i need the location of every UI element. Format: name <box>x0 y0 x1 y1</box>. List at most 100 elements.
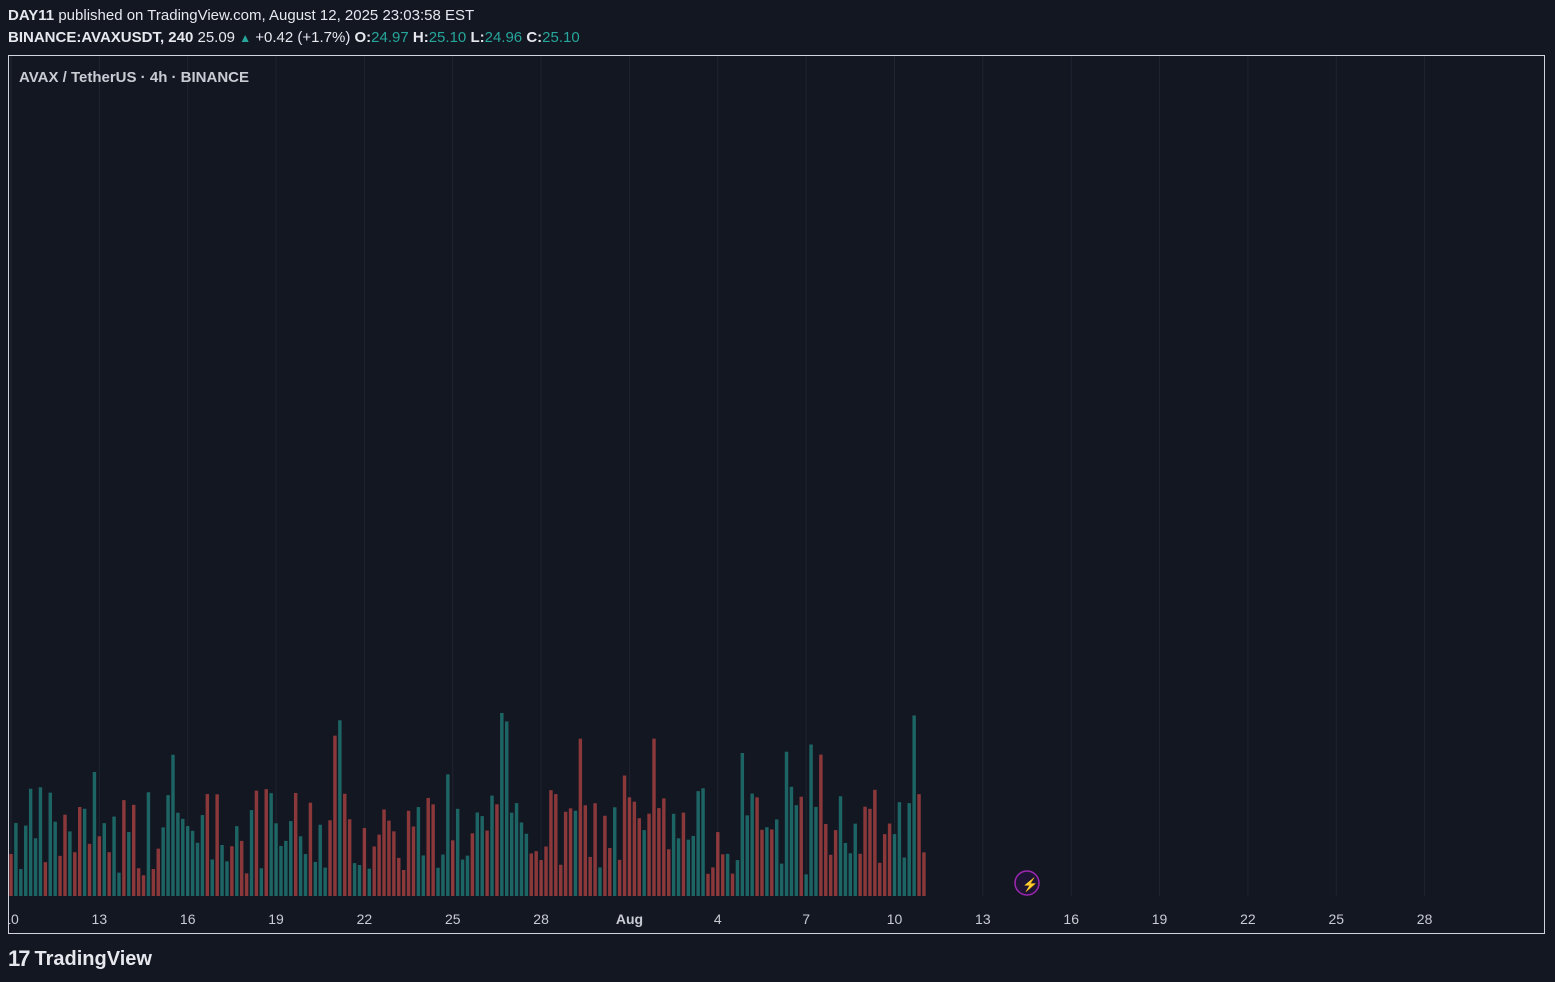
volume-bar <box>534 851 538 896</box>
volume-bar <box>328 820 332 896</box>
volume-bar <box>524 833 529 896</box>
volume-bar <box>377 834 381 896</box>
volume-bar <box>794 805 799 896</box>
volume-bar <box>406 810 411 896</box>
volume-bar <box>873 789 877 896</box>
volume-bar <box>298 836 303 896</box>
open-label: O: <box>354 29 372 46</box>
volume-bar <box>87 843 92 896</box>
volume-bar <box>58 855 62 896</box>
high-label: H: <box>412 29 429 46</box>
volume-bar <box>735 860 740 896</box>
volume-bar <box>828 854 833 896</box>
volume-bar <box>63 814 67 896</box>
volume-bar <box>239 840 244 896</box>
volume-bar <box>48 792 52 896</box>
volume-bar <box>588 856 592 896</box>
volume-bar <box>244 873 249 896</box>
volume-bar <box>200 815 205 896</box>
volume-bar <box>279 845 283 896</box>
volume-bar <box>784 751 789 896</box>
volume-bar <box>82 808 87 896</box>
volume-bar <box>117 872 121 896</box>
published-text: published on TradingView.com, August 12,… <box>58 7 475 24</box>
volume-bar <box>416 807 421 896</box>
volume-bar <box>716 832 720 896</box>
volume-bar <box>500 712 504 896</box>
volume-bar <box>902 857 907 896</box>
volume-bar <box>750 793 754 896</box>
x-tick-label: 28 <box>533 911 549 927</box>
volume-bar <box>760 829 764 896</box>
volume-bar <box>77 807 82 896</box>
x-tick-label: 4 <box>714 911 722 927</box>
volume-bar <box>730 873 735 896</box>
volume-bar <box>181 818 185 896</box>
volume-bar <box>73 852 77 896</box>
volume-bar <box>770 829 774 896</box>
volume-bar <box>347 819 352 896</box>
volume-bar <box>455 808 460 896</box>
volume-bar <box>696 791 700 896</box>
volume-bar <box>333 735 337 896</box>
volume-bar <box>269 793 273 896</box>
volume-bar <box>284 840 288 896</box>
volume-bar <box>563 811 568 896</box>
volume-bar <box>387 820 391 896</box>
volume-bar <box>583 805 587 896</box>
publisher-name[interactable]: DAY11 <box>8 7 55 24</box>
volume-bar <box>922 852 926 896</box>
x-tick-label: 13 <box>975 911 991 927</box>
volume-bar <box>740 752 745 896</box>
volume-bar <box>843 842 848 896</box>
tradingview-logo-icon[interactable]: 17 <box>8 946 31 971</box>
publish-info: DAY11 published on TradingView.com, Augu… <box>8 7 474 24</box>
volume-bar <box>853 823 857 896</box>
volume-bar <box>43 862 48 896</box>
volume-bar <box>863 806 867 896</box>
x-tick-label: 22 <box>1240 911 1256 927</box>
volume-bar <box>441 854 445 896</box>
volume-bar <box>225 861 229 896</box>
volume-bar <box>838 796 843 896</box>
volume-bar <box>539 860 543 896</box>
volume-bar <box>215 794 219 896</box>
volume-bar <box>205 794 210 896</box>
x-tick-label: 19 <box>1152 911 1168 927</box>
x-tick-label: Aug <box>616 911 643 927</box>
x-tick-label: 25 <box>1328 911 1344 927</box>
volume-bar <box>146 792 151 896</box>
lightning-icon[interactable] <box>1014 870 1040 896</box>
volume-bar <box>897 802 902 896</box>
volume-bar <box>622 775 627 896</box>
volume-bar <box>122 800 126 896</box>
volume-bar <box>647 813 651 896</box>
volume-bar <box>235 826 239 896</box>
volume-bar <box>127 832 131 896</box>
volume-bar <box>480 816 484 896</box>
volume-bar <box>868 808 872 896</box>
volume-bar <box>578 738 583 896</box>
volume-bar <box>711 867 715 896</box>
volume-bar <box>882 834 887 896</box>
volume-bar <box>662 798 666 896</box>
volume-bar <box>382 809 386 896</box>
brand-name[interactable]: TradingView <box>34 947 152 970</box>
volume-bar <box>156 848 160 896</box>
price-chart[interactable]: 30.0029.0028.0027.0026.0025.0024.0023.00… <box>9 56 1544 933</box>
volume-bar <box>892 834 897 896</box>
volume-bar <box>509 812 514 896</box>
chart-frame[interactable]: 30.0029.0028.0027.0026.0025.0024.0023.00… <box>8 55 1545 934</box>
volume-bar <box>878 862 882 896</box>
volume-bar <box>92 771 97 896</box>
volume-bar <box>53 821 57 896</box>
volume-bar <box>485 830 489 896</box>
volume-bar <box>637 818 641 896</box>
volume-bar <box>652 738 656 896</box>
volume-bar <box>397 857 401 896</box>
volume-bar <box>608 848 612 896</box>
volume-bar <box>495 804 499 896</box>
volume-bar <box>559 864 563 896</box>
volume-bar <box>755 797 759 896</box>
close-value: 25.10 <box>542 29 580 46</box>
